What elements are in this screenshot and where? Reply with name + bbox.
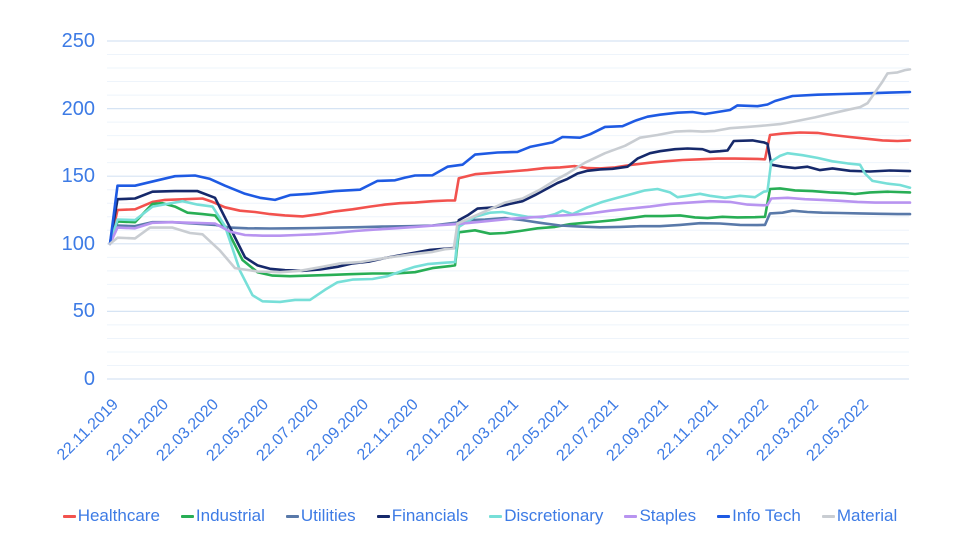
legend-item-financials[interactable]: Financials <box>376 506 469 526</box>
legend-dash-icon <box>624 514 638 518</box>
legend-item-material[interactable]: Material <box>821 506 898 526</box>
legend-item-staples[interactable]: Staples <box>624 506 696 526</box>
legend-dash-icon <box>376 514 390 518</box>
legend-label: Industrial <box>195 506 265 525</box>
y-axis-tick-label: 100 <box>61 232 95 255</box>
y-axis-tick-label: 250 <box>61 30 95 52</box>
series-lines <box>108 68 912 304</box>
legend-dash-icon <box>821 514 835 518</box>
series-line-staples <box>108 196 912 246</box>
series-line-material <box>108 68 912 274</box>
legend-dash-icon <box>180 514 194 518</box>
y-axis-tick-label: 50 <box>72 300 95 323</box>
legend-label: Staples <box>639 506 697 525</box>
legend-item-discretionary[interactable]: Discretionary <box>489 506 603 526</box>
legend-dash-icon <box>285 514 299 518</box>
legend: Healthcare Industrial Utilities Financials D… <box>0 506 960 526</box>
y-axis-tick-label: 200 <box>61 97 95 120</box>
series-line-utilities <box>108 209 912 246</box>
series-line-healthcare <box>108 131 912 246</box>
legend-item-utilities[interactable]: Utilities <box>285 506 356 526</box>
series-line-financials <box>108 139 912 273</box>
legend-label: Discretionary <box>504 506 604 525</box>
minor-gridlines <box>107 54 909 366</box>
legend-item-healthcare[interactable]: Healthcare <box>62 506 160 526</box>
major-gridlines <box>107 40 909 380</box>
legend-label: Info Tech <box>732 506 801 525</box>
legend-label: Healthcare <box>77 506 160 525</box>
plot-area <box>107 40 912 380</box>
legend-dash-icon <box>489 514 503 518</box>
legend-dash-icon <box>717 514 731 518</box>
legend-label: Utilities <box>300 506 356 525</box>
legend-item-industrial[interactable]: Industrial <box>180 506 265 526</box>
y-axis-tick-label: 150 <box>61 165 95 188</box>
legend-label: Financials <box>391 506 469 525</box>
legend-dash-icon <box>62 514 76 518</box>
legend-label: Material <box>836 506 898 525</box>
legend-item-info-tech[interactable]: Info Tech <box>717 506 801 526</box>
y-axis-tick-label: 0 <box>83 368 95 390</box>
series-line-info-tech <box>108 90 912 246</box>
